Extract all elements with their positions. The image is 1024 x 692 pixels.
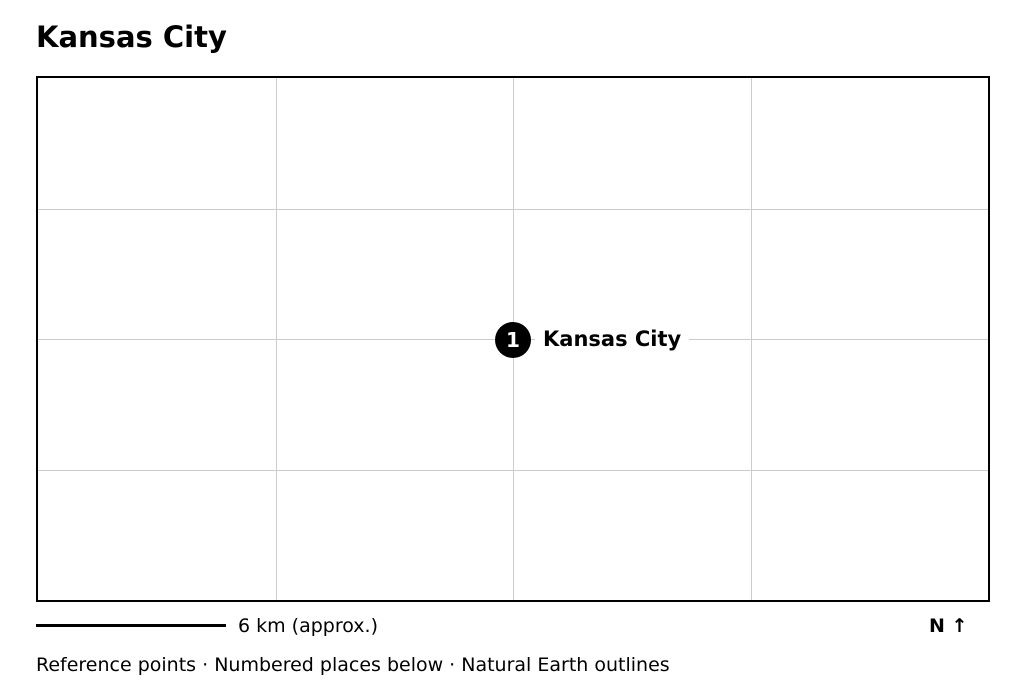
place-label-kansas-city: Kansas City (535, 324, 690, 354)
map-frame[interactable]: 1 Kansas City (36, 76, 990, 602)
scale-label: 6 km (approx.) (238, 615, 378, 637)
north-arrow-icon: N ↑ (929, 615, 968, 637)
map-footer-note: Reference points · Numbered places below… (36, 654, 670, 676)
place-marker-1[interactable]: 1 (495, 322, 531, 358)
map-title: Kansas City (36, 20, 227, 54)
scale-bar (36, 624, 226, 627)
